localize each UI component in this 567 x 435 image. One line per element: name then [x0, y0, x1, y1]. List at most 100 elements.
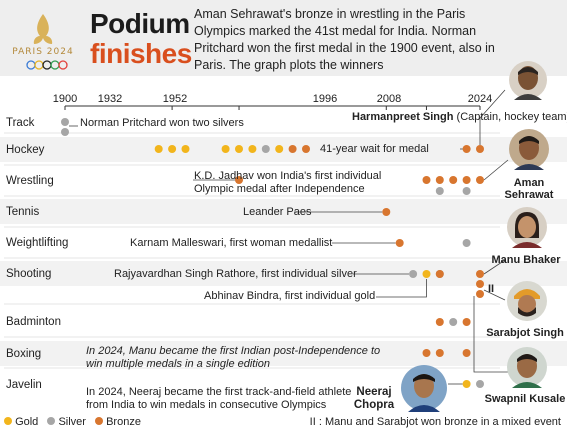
row-label-weightlifting: Weightlifting	[6, 237, 69, 249]
athlete-name-aman: Aman Sehrawat	[504, 177, 554, 201]
annotation-neeraj: In 2024, Neeraj became the first track-a…	[86, 386, 352, 411]
row-label-hockey: Hockey	[6, 144, 45, 156]
medal-dot-gold-hockey-1936	[181, 145, 190, 153]
medal-dot-silver-wrestling-2012	[435, 187, 444, 195]
medal-dot-bronze-wrestling-2016	[449, 176, 458, 184]
connector-sarabjot	[483, 289, 506, 301]
annotation-jadhav: K.D. Jadhav won India's first individual…	[194, 170, 382, 195]
medal-dot-silver-track-1900	[61, 118, 69, 126]
row-label-wrestling: Wrestling	[6, 175, 54, 187]
annotation-rathore: Rajyavardhan Singh Rathore, first indivi…	[114, 268, 357, 280]
medal-dot-gold-hockey-1948	[221, 145, 230, 153]
medal-dot-bronze-boxing-2008	[422, 349, 431, 357]
legend-gold-swatch	[4, 417, 12, 425]
medal-dot-gold-shooting-2008	[422, 270, 431, 278]
annotation-bindra: Abhinav Bindra, first individual gold	[204, 290, 376, 302]
connector-swapnil	[473, 296, 508, 373]
medal-dot-bronze-hockey-2020	[462, 145, 471, 153]
harmanpreet-name: Harmanpreet Singh	[352, 111, 454, 123]
photo-swapnil	[507, 347, 547, 388]
connector-aman	[483, 159, 509, 181]
header-background	[0, 0, 567, 76]
medal-dot-bronze-hockey-2024	[476, 145, 484, 153]
medal-dot-silver-weightlifting-2020	[462, 239, 471, 247]
medal-dot-gold-javelin-2020	[462, 380, 471, 388]
medal-dot-bronze-wrestling-2024	[476, 176, 484, 184]
medal-dot-silver-javelin-2024	[476, 380, 484, 388]
connector-harmanpreet	[479, 89, 506, 145]
row-label-badminton: Badminton	[6, 316, 61, 328]
intro-text: Aman Sehrawat's bronze in wrestling in t…	[194, 7, 495, 72]
row-background-shooting	[0, 261, 567, 286]
annotation-malleswari: Karnam Malleswari, first woman medallist	[130, 237, 333, 249]
row-background-hockey	[0, 137, 567, 162]
year-tick-1996: 1996	[312, 93, 338, 105]
paris-2024-logo	[26, 14, 68, 70]
harmanpreet-role: (Captain, hockey team)	[456, 111, 567, 123]
medal-dot-bronze-boxing-2020	[462, 349, 471, 357]
athlete-name-manu: Manu Bhaker	[491, 254, 561, 266]
photo-aman	[509, 61, 547, 100]
photo-manu	[507, 207, 547, 248]
annotation-harmanpreet: Harmanpreet Singh (Captain, hockey team)	[352, 111, 567, 124]
medal-dot-bronze-hockey-1968	[288, 145, 297, 153]
title-line-2: finishes	[90, 38, 192, 69]
year-tick-1952: 1952	[162, 93, 188, 105]
photo-neeraj	[401, 365, 447, 412]
medal-dot-bronze-shooting-2024	[476, 290, 484, 298]
legend-gold-label: Gold	[15, 416, 39, 428]
medal-dot-bronze-weightlifting-2000	[395, 239, 404, 247]
flame-icon	[33, 14, 53, 44]
footnote: II : Manu and Sarabjot won bronze in a m…	[309, 416, 561, 428]
connector-manu	[483, 259, 506, 275]
legend-silver-label: Silver	[58, 416, 86, 428]
annotation-track: Norman Pritchard won two silvers	[80, 117, 244, 129]
annotation-hockey-wait: 41-year wait for medal	[318, 143, 431, 156]
medal-dot-bronze-wrestling-2020	[462, 176, 471, 184]
medal-dot-bronze-shooting-2024	[476, 270, 484, 278]
year-tick-2024: 2024	[467, 93, 493, 105]
title-line-1: Podium	[90, 8, 190, 39]
row-label-tennis: Tennis	[6, 206, 40, 218]
medal-dot-gold-hockey-1964	[275, 145, 284, 153]
medal-dot-silver-hockey-1960	[261, 145, 270, 153]
medal-dot-silver-track-1900	[61, 128, 69, 136]
row-label-javelin: Javelin	[6, 379, 42, 391]
medal-dot-silver-wrestling-2020	[462, 187, 471, 195]
legend: Gold Silver Bronze	[4, 416, 141, 428]
row-label-boxing: Boxing	[6, 348, 42, 360]
athlete-name-sarabjot: Sarabjot Singh	[486, 327, 564, 339]
legend-silver-swatch	[47, 417, 56, 425]
legend-bronze-swatch	[95, 417, 104, 425]
medal-dot-bronze-hockey-1972	[302, 145, 310, 153]
connector-bindra	[376, 279, 427, 298]
medal-dot-gold-hockey-1928	[154, 145, 163, 153]
year-tick-1932: 1932	[97, 93, 123, 105]
medal-dot-bronze-wrestling-1952	[235, 176, 243, 184]
annotation-paes: Leander Paes	[243, 206, 312, 218]
row-label-shooting: Shooting	[6, 268, 52, 280]
logo-text: PARIS 2024	[12, 47, 74, 57]
medal-dot-silver-shooting-2004	[409, 270, 418, 278]
athlete-name-swapnil: Swapnil Kusale	[484, 393, 566, 405]
medal-dot-bronze-badminton-2012	[435, 318, 444, 326]
legend-bronze-label: Bronze	[106, 416, 141, 428]
medal-dot-bronze-boxing-2012	[435, 349, 444, 357]
year-tick-1900: 1900	[52, 93, 78, 105]
ring-red-icon	[58, 60, 68, 70]
row-label-track: Track	[6, 117, 35, 129]
medal-dot-bronze-badminton-2020	[462, 318, 471, 326]
annotation-manu: In 2024, Manu became the first Indian po…	[86, 345, 381, 370]
medal-dot-bronze-shooting-2024	[476, 280, 484, 288]
medal-dot-gold-hockey-1932	[168, 145, 177, 153]
row-background-tennis	[0, 199, 567, 224]
row-background-boxing	[0, 341, 567, 366]
medal-dot-bronze-shooting-2012	[435, 270, 444, 278]
medal-dot-silver-badminton-2016	[449, 318, 458, 326]
medal-dot-bronze-wrestling-2008	[422, 176, 431, 184]
medal-dot-gold-hockey-1956	[248, 145, 257, 153]
medal-dot-gold-hockey-1952	[235, 145, 243, 153]
photo-aman-2	[509, 129, 549, 170]
photo-sarabjot	[507, 281, 547, 321]
